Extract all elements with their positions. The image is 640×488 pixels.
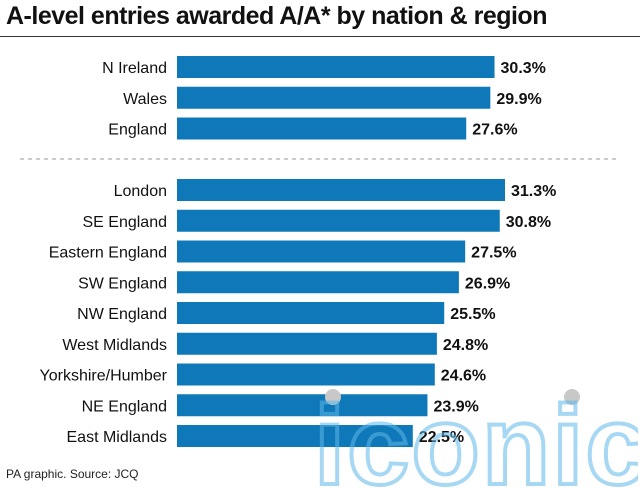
category-label: N Ireland — [102, 60, 167, 77]
value-label: 25.5% — [450, 306, 495, 323]
bar — [177, 56, 495, 78]
category-label: London — [114, 183, 167, 200]
source-note: PA graphic. Source: JCQ — [6, 467, 139, 481]
category-label: NW England — [77, 306, 167, 323]
bar — [177, 271, 459, 294]
bar — [177, 86, 491, 109]
value-label: 31.3% — [511, 183, 556, 200]
title-rule — [0, 36, 640, 37]
bar — [177, 332, 437, 355]
value-label: 30.3% — [501, 60, 546, 77]
iconic-watermark: iconic — [318, 381, 638, 488]
category-label: NE England — [82, 398, 167, 415]
bar — [177, 425, 413, 447]
bar — [177, 363, 435, 386]
category-label: England — [108, 122, 167, 139]
value-label: 27.6% — [472, 122, 517, 139]
bar — [177, 240, 466, 263]
bar — [177, 302, 445, 324]
bar — [177, 117, 467, 140]
watermark-text: iconic — [318, 383, 638, 488]
category-label: East Midlands — [67, 429, 168, 446]
category-label: Wales — [123, 91, 167, 108]
value-label: 26.9% — [465, 275, 510, 292]
category-label: SW England — [78, 275, 167, 292]
category-label: West Midlands — [62, 337, 167, 354]
value-label: 30.8% — [506, 214, 551, 231]
value-label: 22.5% — [419, 429, 464, 446]
category-label: Eastern England — [49, 245, 167, 262]
bar — [177, 179, 505, 201]
chart-title: A-level entries awarded A/A* by nation &… — [6, 2, 547, 30]
bar — [177, 394, 428, 417]
category-label: SE England — [82, 214, 167, 231]
value-label: 23.9% — [433, 398, 478, 415]
value-label: 29.9% — [496, 91, 541, 108]
watermark-dot — [564, 389, 580, 405]
value-label: 24.8% — [443, 337, 488, 354]
category-label: Yorkshire/Humber — [40, 368, 168, 385]
watermark-dot — [325, 389, 341, 405]
value-label: 27.5% — [471, 245, 516, 262]
value-label: 24.6% — [441, 368, 486, 385]
bar — [177, 209, 500, 232]
